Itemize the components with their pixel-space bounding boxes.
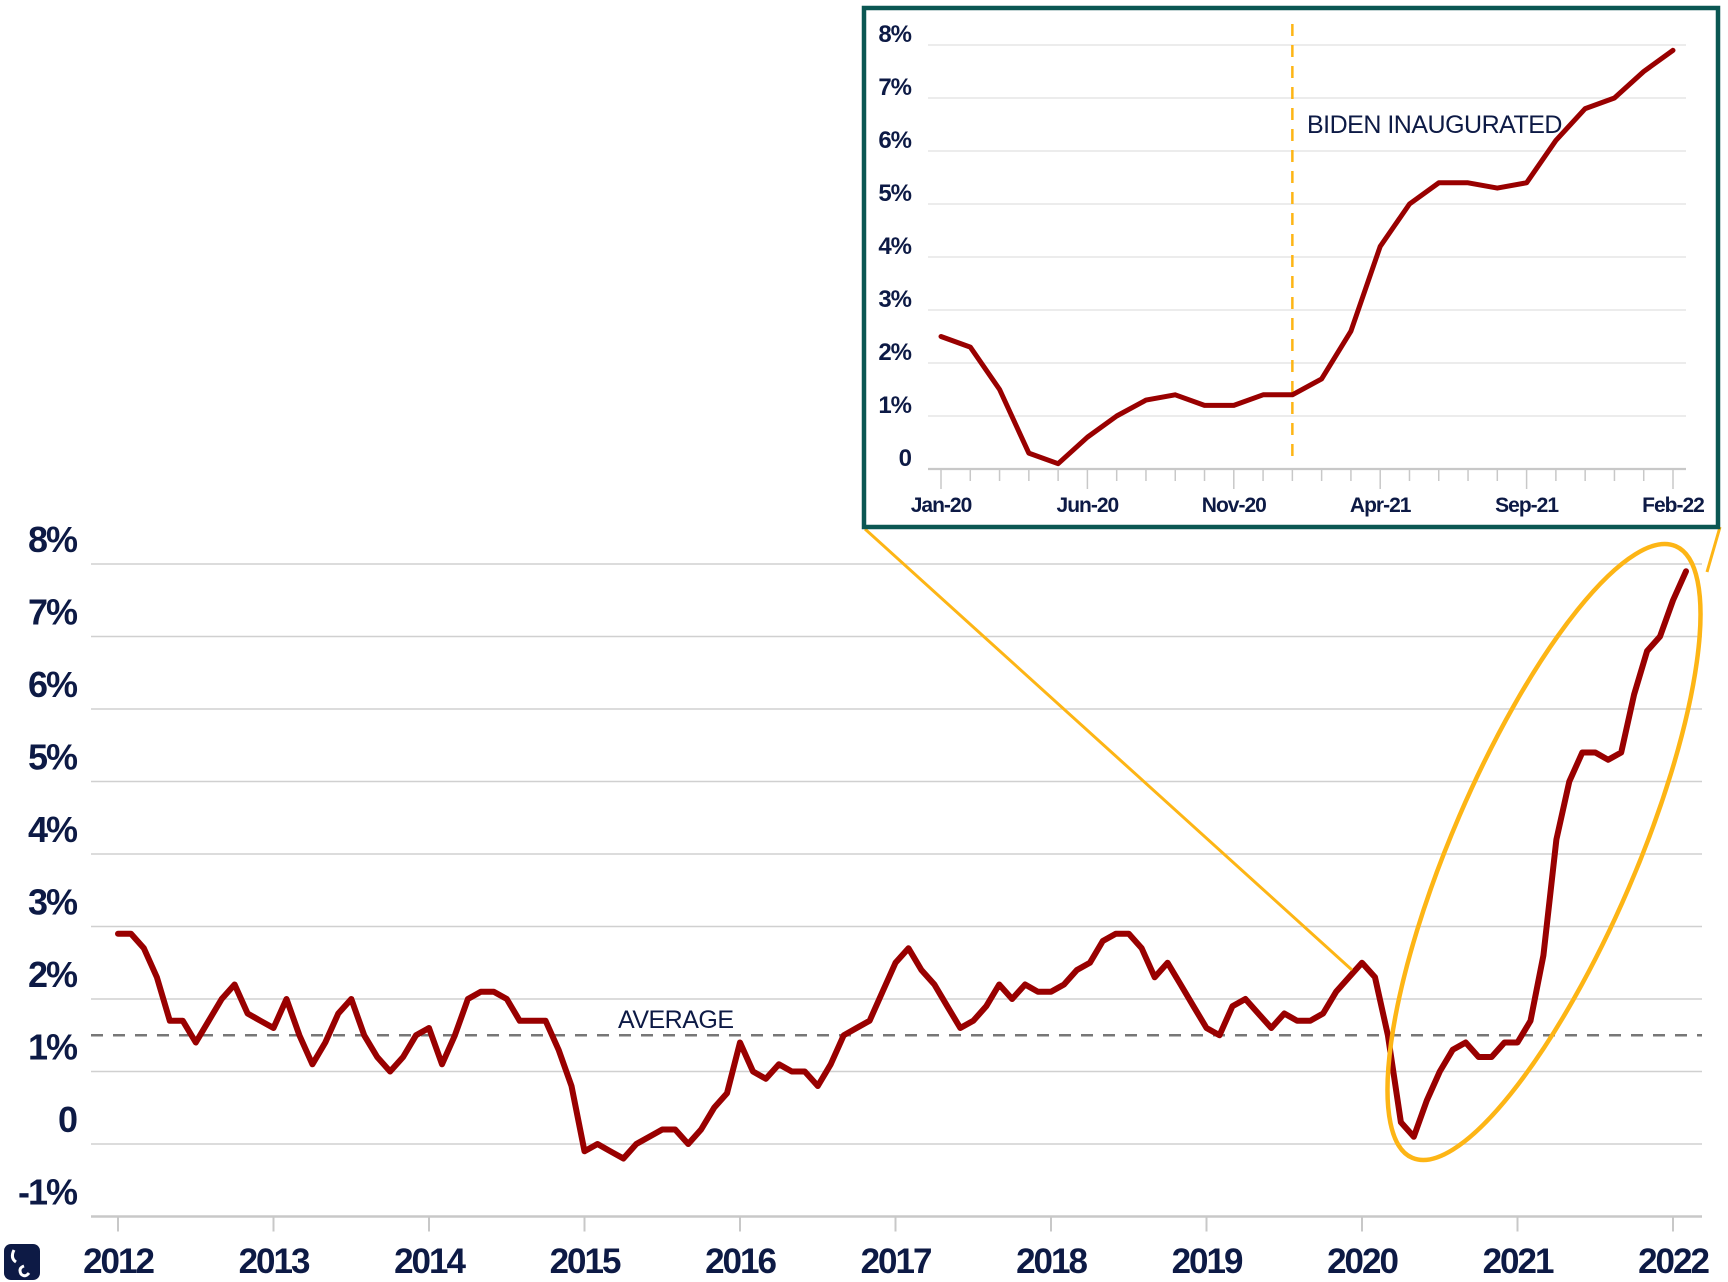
main-y-tick-label: 8% [28,519,78,560]
main-x-tick-label: 2013 [239,1242,310,1281]
inset-series-line [938,47,1676,467]
zoom-connector-left [863,527,1354,972]
inauguration-label: BIDEN INAUGURATED [1307,111,1562,139]
main-gridlines [91,563,1702,1218]
inset-y-tick-label: 8% [878,21,911,48]
main-y-tick-label: 2% [28,954,78,995]
inset-chart: 0 1% 2% 3% 4% 5% 6% 7% 8% Jan-20 Jun-20 Nov-20 Apr-… [861,5,1721,530]
main-x-tick-label: 2015 [550,1242,621,1281]
main-x-tick-label: 2018 [1016,1242,1087,1281]
main-x-tick-label: 2017 [861,1242,931,1281]
average-label: AVERAGE [618,1006,734,1034]
inset-frame [861,5,1721,530]
main-x-axis: 2012 2013 2014 2015 2016 2017 2018 2019 2020 2021… [83,1216,1711,1281]
main-y-tick-label: 6% [28,664,78,705]
inset-y-tick-label: 4% [878,233,911,260]
main-x-tick-label: 2019 [1172,1242,1243,1281]
inset-series-points [940,50,1674,464]
inset-y-tick-label: 1% [878,392,911,419]
inset-y-tick-label: 6% [878,127,911,154]
main-x-tick-label: 2020 [1327,1242,1398,1281]
main-x-tick-label: 2012 [83,1242,154,1281]
inset-x-tick-label: Apr-21 [1350,494,1412,517]
main-y-tick-label: -1% [18,1172,78,1213]
main-x-tick-label: 2022 [1638,1242,1709,1281]
inset-x-tick-label: Jun-20 [1057,494,1119,517]
inset-x-tick-label: Feb-22 [1642,494,1704,517]
main-y-axis: -1% 0 1% 2% 3% 4% 5% 6% 7% 8% [18,519,80,1213]
main-y-tick-label: 0 [58,1099,77,1140]
main-y-tick-label: 4% [28,809,78,850]
inset-x-tick-label: Nov-20 [1202,494,1266,517]
elephant-icon [4,1244,40,1280]
inset-x-tick-label: Sep-21 [1495,494,1559,517]
highlight-ellipse [1385,541,1703,1163]
main-y-tick-label: 1% [28,1027,78,1068]
inset-x-axis: Jan-20 Jun-20 Nov-20 Apr-21 Sep-21 Feb-22 [911,469,1705,517]
main-x-tick-label: 2021 [1483,1242,1554,1281]
inset-y-tick-label: 3% [878,286,911,313]
main-y-tick-label: 3% [28,882,78,923]
inset-y-axis: 0 1% 2% 3% 4% 5% 6% 7% 8% [878,21,912,472]
zoom-connector-right [1705,526,1722,573]
main-y-tick-label: 5% [28,737,78,778]
inset-x-tick-label: Jan-20 [911,494,972,517]
inset-y-tick-label: 7% [878,74,911,101]
inset-y-tick-label: 0 [899,445,912,472]
main-x-tick-label: 2016 [705,1242,776,1281]
main-y-tick-label: 7% [28,592,78,633]
main-x-tick-label: 2014 [394,1242,466,1281]
inset-y-tick-label: 2% [878,339,911,366]
main-series-line [115,568,1689,1162]
inset-gridlines [928,44,1686,471]
main-series-points [117,571,1687,1159]
inset-y-tick-label: 5% [878,180,911,207]
